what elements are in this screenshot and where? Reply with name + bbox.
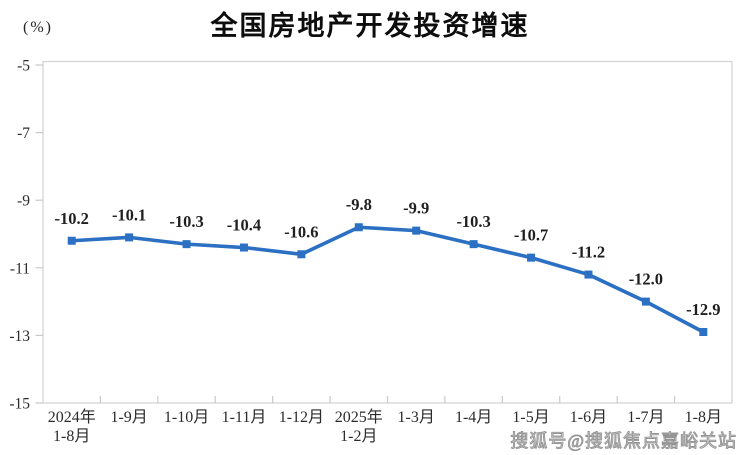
data-point-marker <box>297 250 306 259</box>
data-point-label: -12.0 <box>629 270 663 289</box>
data-point-marker <box>125 233 134 242</box>
data-point-label: -11.2 <box>572 243 605 262</box>
data-point-marker <box>239 243 248 252</box>
data-point-label: -10.4 <box>227 216 261 235</box>
data-point-label: -10.3 <box>456 212 490 231</box>
x-axis-category-label: 1-6月 <box>570 409 607 426</box>
y-axis-unit-label: (%) <box>23 19 53 36</box>
data-point-marker <box>469 240 478 249</box>
data-point-marker <box>67 236 76 245</box>
x-axis-category-label: 1-11月 <box>222 409 267 426</box>
x-axis-category-label: 1-9月 <box>110 409 147 426</box>
data-point-marker <box>641 297 650 306</box>
data-point-label: -9.9 <box>403 199 429 218</box>
data-point-marker <box>354 223 363 232</box>
data-point-marker <box>699 328 708 337</box>
series-line <box>69 225 706 334</box>
data-point-marker <box>584 270 593 279</box>
data-point-label: -10.6 <box>284 222 318 241</box>
data-point-label: -12.9 <box>686 300 720 319</box>
x-axis-category-label: 2025年 1-2月 <box>335 408 383 445</box>
y-axis-tick-label: -13 <box>9 328 30 345</box>
x-axis-category-label: 1-12月 <box>279 409 324 426</box>
x-axis-category-label: 1-5月 <box>512 409 549 426</box>
data-point-label: -10.2 <box>55 209 89 228</box>
data-point-label: -10.3 <box>169 212 203 231</box>
y-axis-tick-label: -9 <box>17 193 30 210</box>
y-axis-tick-label: -5 <box>17 58 30 75</box>
data-point-marker <box>182 240 191 249</box>
x-axis-category-label: 1-8月 <box>685 409 722 426</box>
x-axis-category-label: 2024年 1-8月 <box>48 408 96 445</box>
chart-title: 全国房地产开发投资增速 <box>210 11 530 41</box>
x-axis-category-label: 1-3月 <box>398 409 435 426</box>
x-axis-category-label: 1-7月 <box>627 409 664 426</box>
data-point-label: -9.8 <box>346 195 372 214</box>
data-point-marker <box>412 226 421 235</box>
data-point-marker <box>527 253 536 262</box>
x-axis-category-label: 1-10月 <box>164 409 209 426</box>
data-point-label: -10.7 <box>514 226 548 245</box>
data-point-label: -10.1 <box>112 205 146 224</box>
y-axis-tick-label: -7 <box>17 125 30 142</box>
watermark-text: 搜狐号@搜狐焦点嘉峪关站 <box>510 431 737 452</box>
x-axis-category-label: 1-4月 <box>455 409 492 426</box>
y-axis-tick-label: -11 <box>10 260 30 277</box>
y-axis-tick-label: -15 <box>9 396 30 413</box>
plot-border <box>42 60 733 404</box>
